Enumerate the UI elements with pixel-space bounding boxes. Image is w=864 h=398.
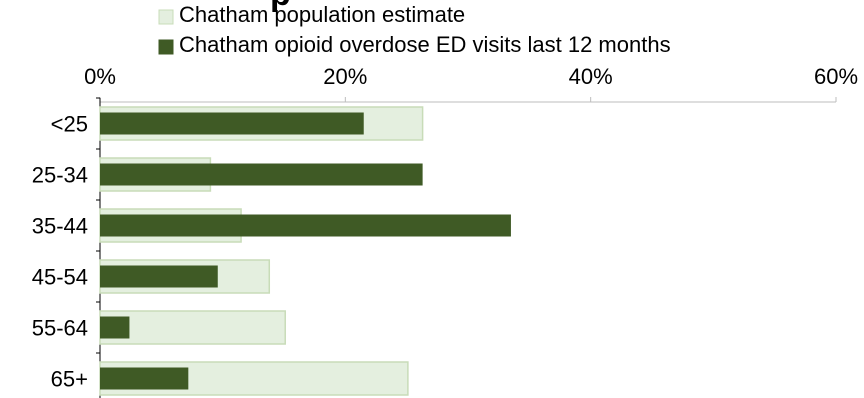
bar-ed-visits-1 (100, 163, 423, 186)
y-tick-label-1: 25-34 (32, 163, 88, 188)
legend-label-0: Chatham population estimate (179, 2, 465, 27)
y-tick-label-0: <25 (51, 112, 88, 137)
y-tick-label-5: 65+ (51, 367, 88, 392)
bar-population-4 (99, 310, 286, 345)
bars (99, 106, 511, 396)
legend-swatch-0 (158, 9, 174, 25)
legend-label-1: Chatham opioid overdose ED visits last 1… (179, 32, 671, 57)
y-tick-label-4: 55-64 (32, 316, 88, 341)
x-tick-label-2: 40% (569, 64, 613, 89)
bar-ed-visits-2 (100, 214, 511, 237)
y-tick-label-3: 45-54 (32, 265, 88, 290)
x-tick-label-3: 60% (814, 64, 858, 89)
y-tick-label-2: 35-44 (32, 214, 88, 239)
x-tick-label-1: 20% (323, 64, 367, 89)
bar-ed-visits-3 (100, 265, 218, 288)
x-tick-label-0: 0% (84, 64, 116, 89)
bar-ed-visits-4 (100, 316, 130, 339)
legend-swatch-1 (158, 39, 174, 55)
y-axis: <25 25-34 35-44 45-54 55-64 65+ (32, 97, 101, 398)
bar-ed-visits-5 (100, 367, 189, 390)
x-axis: 0% 20% 40% 60% (84, 64, 858, 103)
bar-ed-visits-0 (100, 112, 364, 135)
legend: Chatham population estimate Chatham opioi… (158, 2, 671, 57)
chart-title-fragment: p (270, 0, 291, 13)
